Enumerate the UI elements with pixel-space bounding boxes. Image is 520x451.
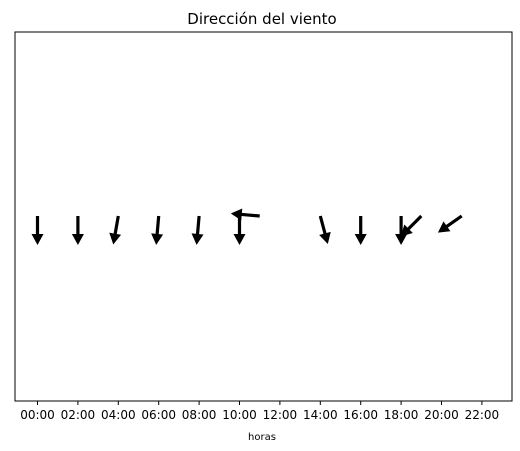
wind-arrow-shape — [437, 214, 463, 233]
wind-arrow — [233, 216, 246, 245]
x-tick-label: 18:00 — [384, 408, 419, 422]
x-axis-label: horas — [248, 432, 276, 443]
wind-arrow-shape — [354, 216, 367, 245]
wind-arrow-shape — [191, 215, 204, 245]
x-tick-label: 14:00 — [303, 408, 338, 422]
wind-arrow-shape — [230, 208, 260, 221]
wind-arrow-shape — [318, 215, 331, 245]
x-axis-ticks: 00:00 02:00 04:00 06:00 08:00 10:00 12:00 14:00… — [20, 401, 499, 422]
x-tick-label: 22:00 — [465, 408, 500, 422]
wind-arrow — [230, 208, 260, 221]
x-tick-label: 02:00 — [61, 408, 96, 422]
x-tick-label: 12:00 — [263, 408, 298, 422]
wind-arrow — [354, 216, 367, 245]
wind-arrow — [151, 215, 164, 245]
plot-area — [14, 31, 513, 402]
wind-arrow-shape — [71, 216, 84, 245]
x-tick-label: 04:00 — [101, 408, 136, 422]
wind-arrow — [71, 216, 84, 245]
wind-arrow-shape — [151, 215, 164, 245]
wind-arrow — [318, 215, 331, 245]
wind-arrow-shape — [395, 216, 408, 245]
wind-arrow-shape — [31, 216, 44, 245]
wind-arrow — [395, 216, 408, 245]
wind-arrow — [437, 214, 463, 233]
x-tick-label: 10:00 — [222, 408, 257, 422]
wind-arrow — [31, 216, 44, 245]
wind-arrow-shape — [109, 215, 122, 245]
wind-arrow-shape — [400, 214, 423, 237]
wind-arrow — [191, 215, 204, 245]
x-tick-label: 20:00 — [424, 408, 459, 422]
wind-arrows — [31, 208, 463, 245]
chart-title: Dirección del viento — [187, 10, 336, 28]
x-tick-label: 16:00 — [343, 408, 378, 422]
wind-arrow-shape — [233, 216, 246, 245]
x-tick-label: 08:00 — [182, 408, 217, 422]
x-tick-label: 06:00 — [141, 408, 176, 422]
wind-arrow — [109, 215, 122, 245]
wind-arrow — [400, 214, 423, 237]
x-tick-label: 00:00 — [20, 408, 55, 422]
